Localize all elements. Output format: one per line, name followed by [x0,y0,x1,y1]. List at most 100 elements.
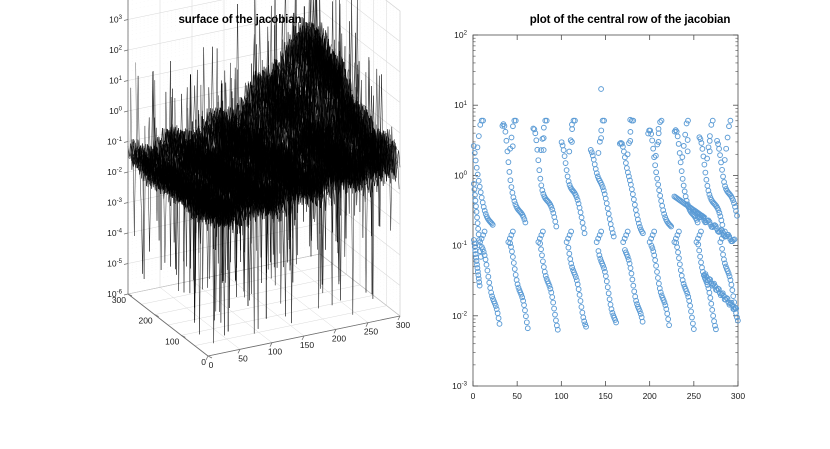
scatter-marker [707,276,714,283]
axis-tick-label: 103 [109,14,122,24]
scatter-marker [728,299,735,306]
scatter-marker [716,145,722,152]
scatter-marker [539,187,546,194]
axis-tick-label: 200 [643,391,657,401]
scatter-marker [512,117,519,124]
scatter-marker [626,173,632,180]
scatter-marker [540,135,547,141]
scatter-marker [674,133,681,140]
surface-mesh-col [230,77,312,196]
scatter-marker [672,127,679,134]
scatter-marker [531,126,538,133]
scatter-marker [579,309,586,316]
axis-tick-label: 50 [238,353,248,363]
scatter-marker [560,147,567,153]
scatter-marker [629,276,636,283]
scatter-marker [520,213,527,220]
scatter-marker [708,300,715,307]
scatter-marker [471,186,478,193]
axis-tick-label: 10-5 [107,258,123,268]
axis-tick-label: 10-6 [107,289,123,299]
scatter-marker [595,150,602,156]
surface-mesh-col [151,146,232,229]
axis-tick-label: 150 [598,391,612,401]
scatter-marker [650,145,657,152]
scatter-marker [474,261,480,268]
scatter-marker [472,197,479,204]
scatter-marker [473,203,479,210]
scatter-marker [569,139,575,145]
scatter-marker [554,326,561,333]
scatter-marker [726,233,733,240]
scatter-marker [664,310,671,317]
scatter-marker [603,278,610,285]
scatter-marker [563,167,570,174]
scatter-marker [473,209,480,215]
scatter-marker [471,240,478,247]
scatter-marker [539,228,546,235]
scatter-marker [471,244,478,250]
scatter-marker [658,117,665,124]
axis-tick-label: 10-3 [107,197,123,207]
scatter-marker [510,194,517,201]
scatter-marker [474,214,480,221]
scatter-marker [649,137,656,144]
scatter-marker [510,123,516,130]
scatter-marker [699,146,706,152]
scatter-marker [566,250,573,257]
scatter-marker [539,136,546,142]
scatter-marker [539,252,545,259]
scatter-marker [596,252,603,259]
scatter-marker [473,258,480,264]
axis-tick-label: 300 [396,320,410,330]
scatter-marker [596,138,603,145]
scatter-marker [612,317,619,323]
scatter-marker [639,230,646,237]
scatter-marker [603,200,610,207]
scatter-marker [690,320,696,327]
scatter-marker [546,282,553,289]
scatter-marker [655,139,662,145]
scatter-marker [676,150,683,156]
scatter-marker [715,207,722,213]
scatter-marker [472,157,479,164]
scatter-marker [480,117,486,124]
scatter-marker [724,296,731,302]
scatter-marker [510,254,516,260]
scatter-marker [634,301,640,307]
scatter-marker [530,125,537,132]
scatter-marker [636,223,643,230]
scatter-marker [575,286,582,293]
scatter-marker [600,187,607,194]
axis-tick-label: 10-2 [107,167,123,177]
scatter-marker [482,256,489,263]
scatter-marker [637,310,644,317]
scatter-marker [634,216,641,223]
scatter-marker [593,170,600,176]
scatter-marker [484,267,491,274]
scatter-marker [685,117,691,124]
scatter-marker [731,236,738,243]
scatter-marker [671,128,678,135]
scatter-marker [651,228,658,235]
scatter-marker [632,201,638,208]
scatter-marker [591,161,598,168]
surface-plot-title: surface of the jacobian [178,14,302,26]
scatter-marker [475,177,482,184]
scatter-marker [548,204,555,210]
scatter-marker [624,151,631,158]
scatter-marker [572,274,579,280]
scatter-marker [655,275,661,281]
scatter-marker [631,196,637,203]
scatter-marker [547,285,554,292]
scatter-marker [511,198,518,205]
scatter-marker [714,137,720,144]
scatter-marker [519,294,526,301]
surface-mesh-col [318,26,399,182]
scatter-marker [627,116,634,123]
scatter-marker [509,143,516,150]
surface-mesh-col [153,138,234,225]
scatter-marker [704,155,710,162]
scatter-marker [474,265,481,271]
scatter-marker [478,194,485,201]
